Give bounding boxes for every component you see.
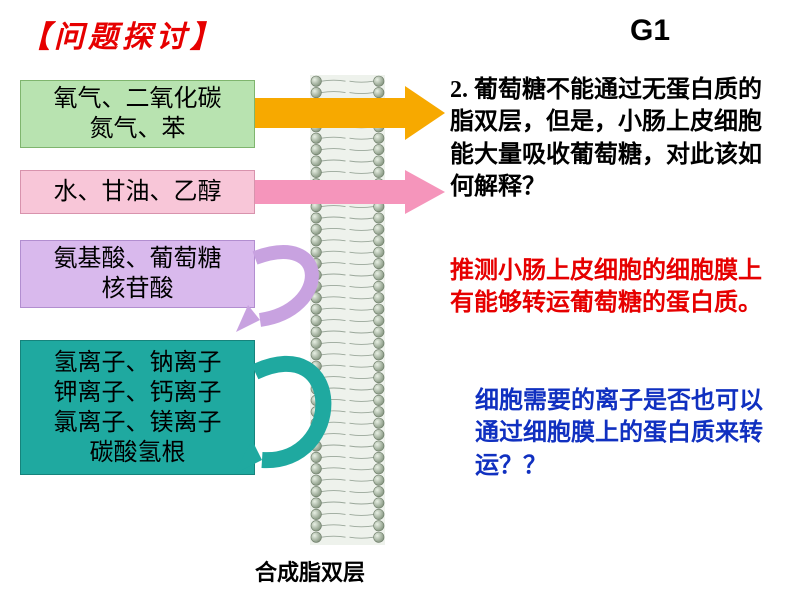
box2-line1: 水、甘油、乙醇 xyxy=(54,177,222,207)
box-small-molecules: 水、甘油、乙醇 xyxy=(20,170,255,214)
membrane-bilayer xyxy=(310,75,385,545)
box3-line2: 核苷酸 xyxy=(102,274,174,304)
box4-line4: 碳酸氢根 xyxy=(90,438,186,468)
box1-line1: 氧气、二氧化碳 xyxy=(54,84,222,114)
box4-line1: 氢离子、钠离子 xyxy=(54,348,222,378)
box4-line2: 钾离子、钙离子 xyxy=(54,378,222,408)
arrow-nutrients-head xyxy=(236,305,260,332)
membrane-label: 合成脂双层 xyxy=(255,555,365,587)
box4-line3: 氯离子、镁离子 xyxy=(54,408,222,438)
arrow-nutrients-curve xyxy=(255,252,312,320)
box-ions: 氢离子、钠离子 钾离子、钙离子 氯离子、镁离子 碳酸氢根 xyxy=(20,340,255,475)
question-2: 2. 葡萄糖不能通过无蛋白质的脂双层，但是，小肠上皮细胞能大量吸收葡萄糖，对此该… xyxy=(450,74,780,204)
g1-label: G1 xyxy=(630,14,670,48)
followup-question: 细胞需要的离子是否也可以通过细胞膜上的蛋白质来转运？？ xyxy=(475,385,780,482)
box-gases: 氧气、二氧化碳 氮气、苯 xyxy=(20,80,255,148)
box1-line2: 氮气、苯 xyxy=(90,114,186,144)
page-title: 【问题探讨】 xyxy=(20,12,224,56)
box-nutrients: 氨基酸、葡萄糖 核苷酸 xyxy=(20,240,255,308)
box3-line1: 氨基酸、葡萄糖 xyxy=(54,244,222,274)
answer-hypothesis: 推测小肠上皮细胞的细胞膜上有能够转运葡萄糖的蛋白质。 xyxy=(450,255,780,320)
